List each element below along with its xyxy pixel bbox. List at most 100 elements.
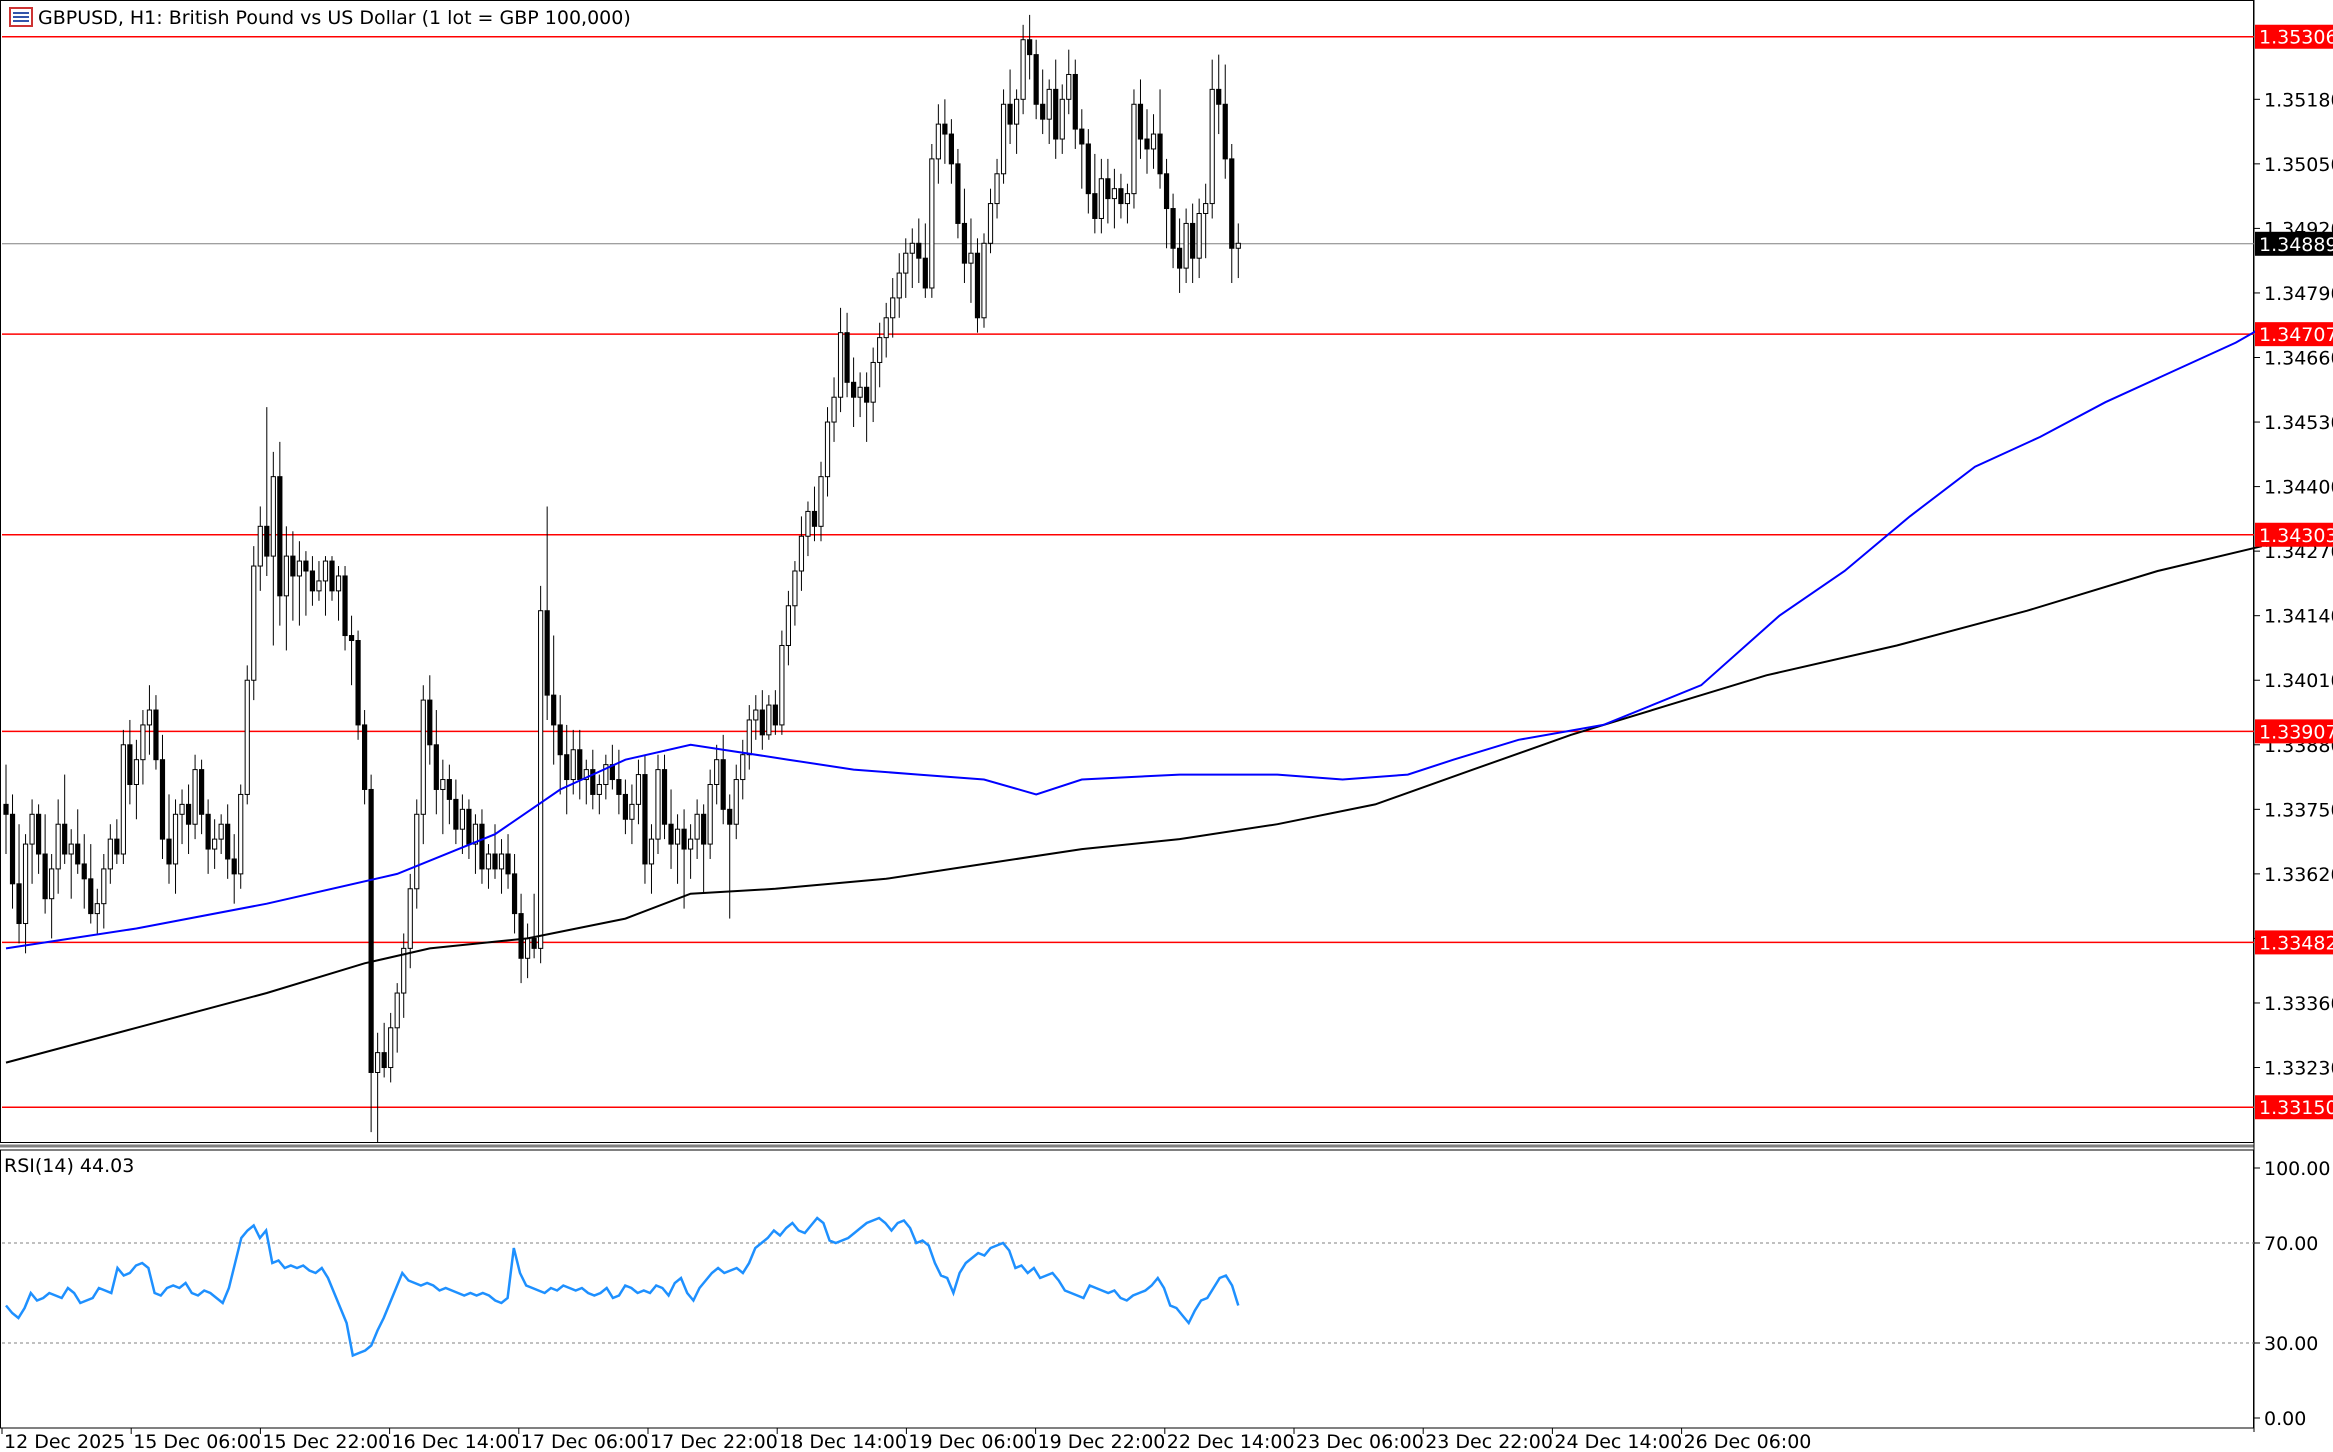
candle-180 — [1177, 218, 1183, 293]
candle-body-164 — [1072, 73, 1078, 130]
candle-body-59 — [388, 1027, 394, 1069]
candle-20 — [133, 739, 140, 820]
candle-body-149 — [974, 252, 981, 319]
candle-185 — [1209, 59, 1215, 219]
candle-body-127 — [831, 396, 837, 423]
candle-body-92 — [603, 764, 609, 786]
candle-body-51 — [335, 575, 342, 592]
candle-body-67 — [440, 779, 446, 790]
candle-107 — [701, 804, 707, 894]
candle-body-66 — [433, 744, 439, 790]
candle-53 — [348, 615, 355, 686]
candle-56 — [368, 774, 374, 1133]
candle-body-11 — [75, 843, 81, 865]
candle-46 — [303, 551, 309, 616]
candle-body-52 — [342, 575, 348, 637]
candle-114 — [746, 705, 752, 770]
candle-body-19 — [127, 744, 133, 786]
candle-140 — [916, 218, 922, 284]
rsi-title: RSI(14) 44.03 — [4, 1155, 134, 1177]
candle-body-187 — [1222, 103, 1228, 160]
candle-body-1 — [9, 813, 16, 885]
candle-body-81 — [531, 937, 537, 949]
candle-134 — [877, 322, 883, 388]
candle-body-179 — [1170, 208, 1176, 249]
candle-body-144 — [942, 123, 948, 135]
candle-body-32 — [212, 838, 218, 850]
price-tick-label-9: 1.34010 — [2264, 670, 2333, 692]
level-tag-5 — [2255, 1095, 2333, 1120]
rsi-tick-label-3: 0.00 — [2264, 1408, 2306, 1430]
candle-body-170 — [1111, 188, 1118, 200]
candle-body-157 — [1027, 39, 1033, 56]
candle-body-5 — [36, 813, 42, 855]
candle-42 — [277, 441, 283, 626]
candle-37 — [244, 665, 250, 805]
candle-body-106 — [694, 813, 700, 840]
candle-body-17 — [114, 838, 120, 855]
candle-118 — [772, 690, 778, 735]
candle-body-36 — [238, 793, 244, 875]
chart-window-icon[interactable] — [9, 7, 33, 27]
candle-83 — [544, 506, 550, 720]
candle-body-117 — [766, 704, 772, 736]
rsi-line[interactable] — [5, 1216, 1240, 1358]
candle-body-184 — [1203, 203, 1209, 215]
candle-50 — [329, 556, 335, 601]
candle-body-9 — [62, 823, 68, 855]
candle-73 — [479, 809, 485, 884]
price-tick-label-5: 1.34530 — [2264, 412, 2333, 434]
candle-body-88 — [577, 749, 583, 781]
candle-43 — [283, 526, 289, 651]
candle-body-160 — [1046, 88, 1052, 120]
candle-body-131 — [857, 386, 863, 398]
candle-153 — [1000, 89, 1007, 184]
candle-body-115 — [753, 709, 759, 721]
candle-body-63 — [414, 813, 420, 890]
price-tick-label-6: 1.34400 — [2264, 477, 2333, 499]
candle-155 — [1014, 89, 1020, 154]
candle-15 — [101, 854, 107, 929]
candle-body-18 — [120, 744, 126, 855]
candle-body-178 — [1163, 173, 1170, 210]
candle-110 — [720, 734, 726, 825]
price-tick-label-1: 1.35050 — [2264, 154, 2333, 176]
candle-body-136 — [890, 297, 896, 319]
candle-48 — [316, 561, 322, 601]
level-tag-label-4: 1.33482 — [2259, 932, 2333, 954]
candle-body-74 — [485, 853, 492, 870]
candle-145 — [948, 119, 954, 184]
time-tick-label-10: 23 Dec 06:00 — [1296, 1431, 1424, 1452]
candle-81 — [531, 893, 537, 959]
candle-body-166 — [1085, 143, 1091, 195]
candle-body-55 — [362, 724, 368, 790]
price-tick-label-8: 1.34140 — [2264, 606, 2333, 628]
candle-body-45 — [296, 560, 302, 577]
candle-body-69 — [453, 798, 459, 830]
ma-fast-line[interactable] — [5, 326, 2263, 950]
candle-body-85 — [557, 724, 563, 756]
candle-body-38 — [251, 565, 257, 681]
candle-body-102 — [668, 823, 674, 845]
current-price-label: 1.34889 — [2259, 234, 2333, 256]
candle-162 — [1059, 84, 1065, 154]
price-tick-label-3: 1.34790 — [2264, 283, 2333, 305]
candle-body-181 — [1183, 222, 1189, 269]
candle-3 — [22, 834, 29, 954]
ma-slow-line[interactable] — [5, 545, 2263, 1064]
level-tag-2 — [2255, 522, 2333, 547]
candle-body-175 — [1144, 138, 1150, 150]
candle-body-98 — [642, 774, 648, 865]
candle-body-83 — [544, 610, 550, 696]
chart-frames — [0, 0, 2255, 1432]
candle-63 — [414, 799, 420, 909]
candle-body-42 — [277, 476, 283, 597]
candle-body-148 — [968, 252, 974, 264]
candle-body-137 — [896, 272, 902, 299]
candle-body-182 — [1190, 222, 1196, 259]
candle-146 — [955, 148, 961, 239]
candle-151 — [987, 188, 994, 254]
candle-19 — [127, 719, 133, 805]
candle-body-26 — [172, 813, 179, 865]
